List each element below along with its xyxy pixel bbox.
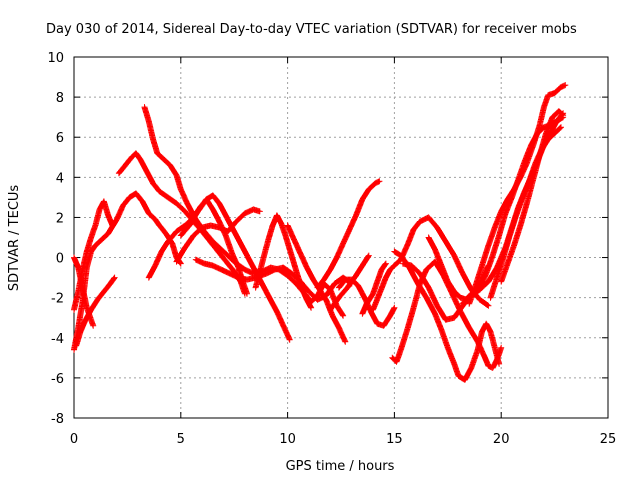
data-series — [71, 254, 97, 329]
data-series — [252, 212, 315, 311]
x-tick-label: 15 — [386, 432, 403, 447]
x-tick-label: 0 — [70, 432, 78, 447]
x-tick-label: 10 — [279, 432, 296, 447]
y-tick-label: 6 — [56, 131, 64, 146]
series-markers — [252, 212, 315, 311]
data-series — [498, 108, 567, 285]
series-markers — [314, 178, 383, 291]
data-series — [391, 248, 503, 383]
data-series — [359, 260, 389, 317]
y-tick-label: -6 — [51, 372, 64, 387]
x-tick-label: 25 — [600, 432, 617, 447]
x-axis-label: GPS time / hours — [286, 459, 395, 474]
x-tick-label: 5 — [177, 432, 185, 447]
x-tick-label: 20 — [493, 432, 510, 447]
plot-frame — [73, 56, 609, 419]
series-markers — [498, 108, 567, 285]
series-markers — [71, 254, 97, 329]
y-tick-label: 10 — [47, 51, 64, 66]
chart-title: Day 030 of 2014, Sidereal Day-to-day VTE… — [46, 22, 577, 37]
series-markers — [335, 276, 398, 329]
grid — [74, 57, 608, 418]
y-tick-label: -4 — [51, 332, 64, 347]
data-series — [284, 222, 349, 345]
y-tick-label: 2 — [56, 211, 64, 226]
data-series — [314, 178, 383, 291]
series-markers — [391, 248, 503, 383]
data-marks — [71, 82, 569, 383]
y-tick-label: 0 — [56, 252, 64, 267]
data-series — [71, 198, 116, 313]
data-series — [71, 190, 184, 353]
y-tick-label: -8 — [51, 412, 64, 427]
y-tick-label: -2 — [51, 292, 64, 307]
y-tick-label: 4 — [56, 171, 64, 186]
axis-ticks: 0 5 10 15 20 25 -8 -6 -4 -2 0 2 4 6 8 10 — [47, 51, 616, 447]
y-tick-label: 8 — [56, 91, 64, 106]
y-axis-label: SDTVAR / TECUs — [7, 185, 22, 292]
series-markers — [284, 222, 349, 345]
series-markers — [71, 198, 116, 313]
series-markers — [359, 260, 389, 317]
data-series — [335, 276, 398, 329]
series-markers — [71, 190, 184, 353]
